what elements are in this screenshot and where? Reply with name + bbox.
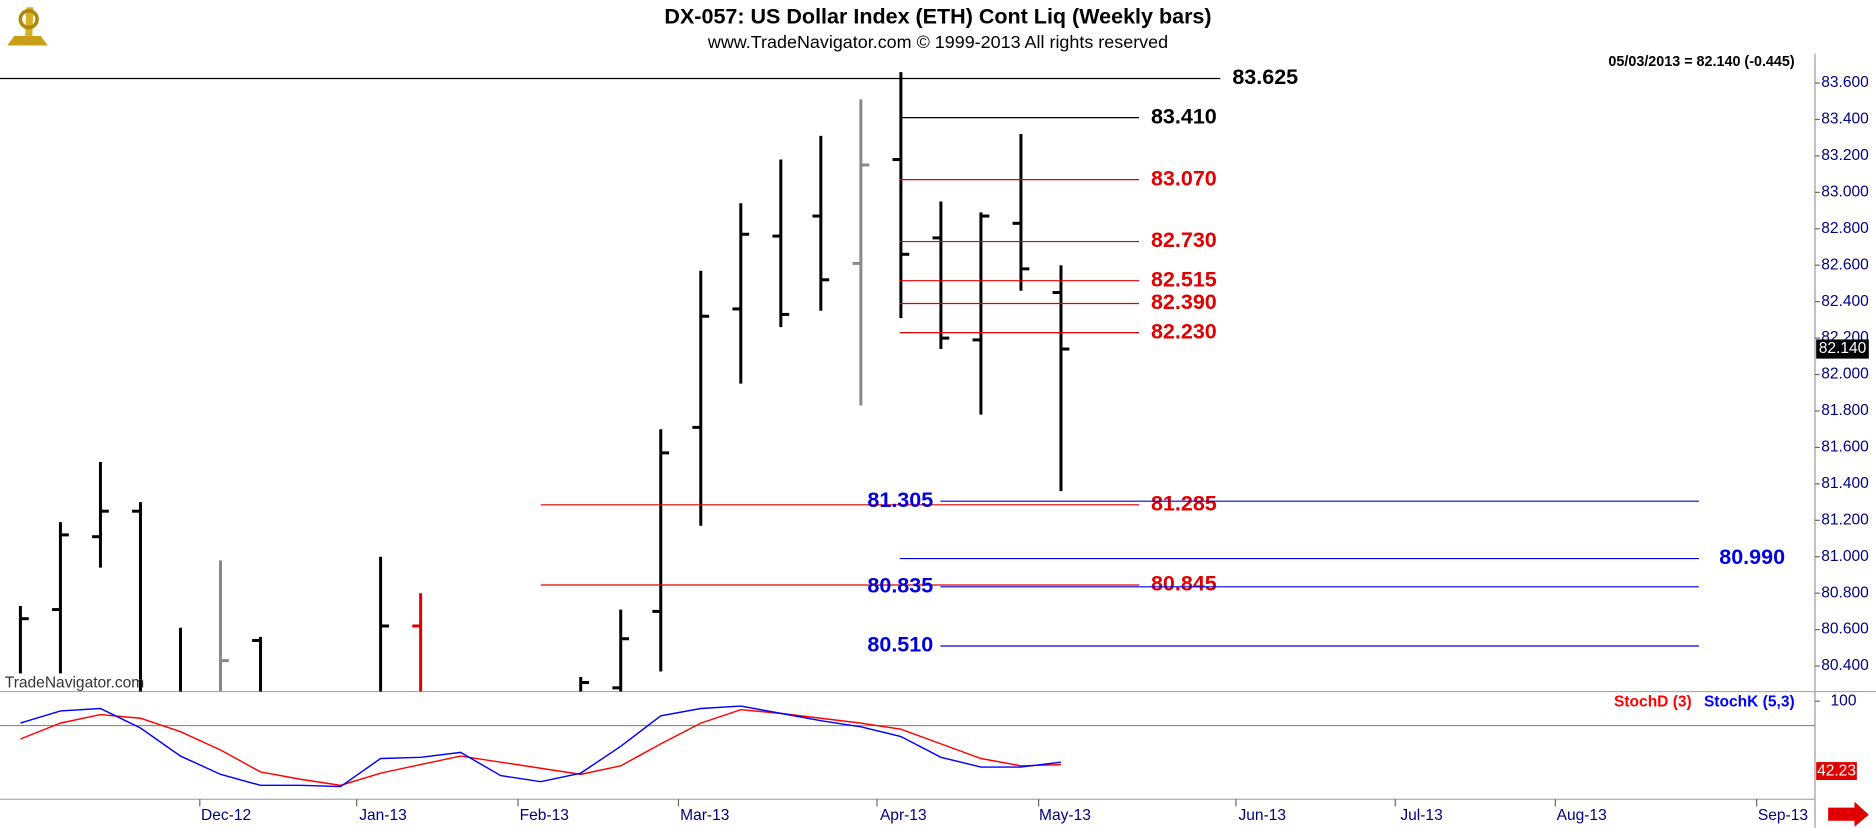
x-tick-label: May-13 [1039,807,1091,824]
y-tick-label: 80.600 [1821,621,1869,638]
y-tick-label: 83.200 [1821,147,1869,164]
logo [7,7,48,46]
y-tick-label: 81.200 [1821,511,1869,528]
level-label: 82.390 [1151,290,1217,314]
x-tick-label: Jan-13 [359,807,407,824]
y-tick-label: 81.600 [1821,439,1869,456]
watermark: TradeNavigator.com [5,674,144,691]
x-tick-label: Apr-13 [880,807,927,824]
y-tick-label: 83.000 [1821,183,1869,200]
y-tick-label: 83.400 [1821,111,1869,128]
last-value-label: 42.23 [1817,763,1856,780]
y-tick-label: 82.000 [1821,366,1869,383]
y-tick-label: 80.400 [1821,657,1869,674]
last-price-box [1816,339,1869,359]
last-value-box [1816,762,1857,781]
level-label: 83.625 [1232,65,1298,89]
y-tick-label: 82.600 [1821,256,1869,273]
y-tick-label: 100 [1831,692,1857,709]
stoch-line [20,708,1061,787]
y-tick-label: 82.400 [1821,293,1869,310]
y-tick-label: 81.800 [1821,402,1869,419]
scroll-arrow[interactable] [1828,801,1869,827]
chart-title: DX-057: US Dollar Index (ETH) Cont Liq (… [664,5,1211,29]
x-tick-label: Feb-13 [520,807,569,824]
x-tick-label: Jun-13 [1239,807,1287,824]
x-tick-label: Mar-13 [680,807,729,824]
level-label: 81.285 [1151,492,1217,516]
level-label: 83.410 [1151,104,1217,128]
y-tick-label: 83.600 [1821,74,1869,91]
quote-header: 05/03/2013 = 82.140 (-0.445) [1608,54,1794,70]
level-label: 81.305 [867,488,933,512]
price-bars [18,72,1070,692]
legend-entry: StochD (3) [1614,693,1692,710]
y-tick-label: 81.000 [1821,548,1869,565]
level-label: 83.070 [1151,166,1217,190]
legend-entry: StochK (5,3) [1704,693,1795,710]
y-tick-label: 82.800 [1821,220,1869,237]
level-label: 80.835 [867,573,933,597]
level-label: 82.515 [1151,267,1217,291]
level-label: 82.230 [1151,319,1217,343]
last-price-label: 82.140 [1819,340,1867,357]
level-label: 80.990 [1719,545,1785,569]
x-tick-label: Dec-12 [201,807,251,824]
x-tick-label: Sep-13 [1758,807,1808,824]
level-label: 80.510 [867,633,933,657]
level-label: 80.845 [1151,572,1217,596]
x-tick-label: Jul-13 [1400,807,1442,824]
y-tick-label: 81.400 [1821,475,1869,492]
chart-subtitle: www.TradeNavigator.com © 1999-2013 All r… [707,32,1168,52]
x-tick-label: Aug-13 [1557,807,1607,824]
level-label: 82.730 [1151,228,1217,252]
y-tick-label: 80.800 [1821,584,1869,601]
stoch-line [20,705,1062,788]
